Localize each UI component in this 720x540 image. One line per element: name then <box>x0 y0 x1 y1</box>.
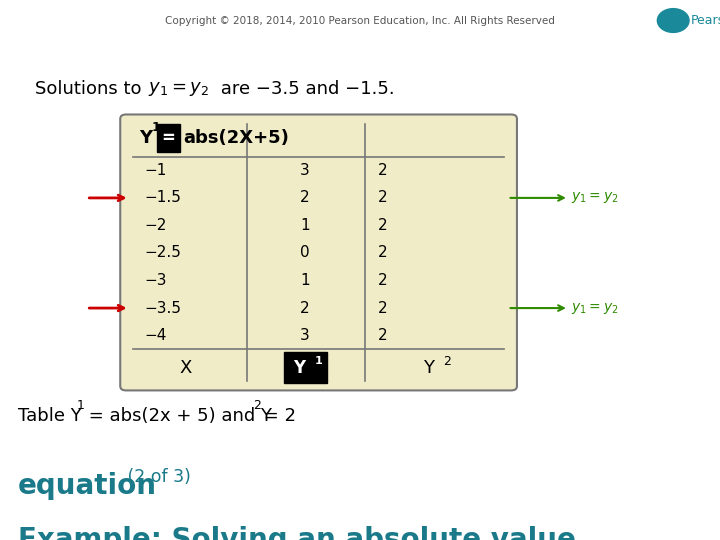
Text: −3.5: −3.5 <box>144 301 181 315</box>
Text: −1.5: −1.5 <box>144 191 181 205</box>
Text: Solutions to: Solutions to <box>35 80 147 98</box>
Text: Y: Y <box>139 129 152 147</box>
Text: = 2: = 2 <box>258 407 296 424</box>
Text: 1: 1 <box>300 273 310 288</box>
Text: 3: 3 <box>300 328 310 343</box>
Text: 2: 2 <box>378 246 387 260</box>
Text: −1: −1 <box>144 163 166 178</box>
Text: 2: 2 <box>378 301 387 315</box>
Text: 2: 2 <box>378 163 387 178</box>
Text: Pearson: Pearson <box>691 14 720 27</box>
Text: 0: 0 <box>300 246 310 260</box>
Text: =: = <box>161 129 176 147</box>
Text: 2: 2 <box>444 355 451 368</box>
Text: $y_1 = y_2$: $y_1 = y_2$ <box>148 80 210 98</box>
Text: = abs(2x + 5) and Y: = abs(2x + 5) and Y <box>83 407 272 424</box>
Text: Table Y: Table Y <box>18 407 82 424</box>
FancyBboxPatch shape <box>120 114 517 390</box>
Text: −4: −4 <box>144 328 166 343</box>
Text: $y_1 = y_2$: $y_1 = y_2$ <box>571 301 618 315</box>
Text: 2: 2 <box>378 273 387 288</box>
Text: p: p <box>669 14 678 27</box>
Text: 2: 2 <box>378 191 387 205</box>
Text: 2: 2 <box>300 191 310 205</box>
Text: equation: equation <box>18 472 157 501</box>
Text: 1: 1 <box>314 356 322 366</box>
Text: −2.5: −2.5 <box>144 246 181 260</box>
Text: Y: Y <box>293 359 305 377</box>
Text: X: X <box>179 359 192 377</box>
Text: −2: −2 <box>144 218 166 233</box>
Text: are −3.5 and −1.5.: are −3.5 and −1.5. <box>215 80 395 98</box>
Text: Y: Y <box>423 359 434 377</box>
FancyBboxPatch shape <box>284 352 327 383</box>
Text: Copyright © 2018, 2014, 2010 Pearson Education, Inc. All Rights Reserved: Copyright © 2018, 2014, 2010 Pearson Edu… <box>165 16 555 25</box>
Text: 3: 3 <box>300 163 310 178</box>
Text: (2 of 3): (2 of 3) <box>122 468 192 486</box>
Text: 2: 2 <box>300 301 310 315</box>
Text: 1: 1 <box>152 122 161 134</box>
Text: 2: 2 <box>378 218 387 233</box>
Text: −3: −3 <box>144 273 166 288</box>
Text: $y_1 = y_2$: $y_1 = y_2$ <box>571 191 618 205</box>
Circle shape <box>657 9 689 32</box>
Text: Example: Solving an absolute value: Example: Solving an absolute value <box>18 526 576 540</box>
FancyBboxPatch shape <box>157 124 180 152</box>
Text: abs(2X+5): abs(2X+5) <box>183 129 289 147</box>
Text: 2: 2 <box>378 328 387 343</box>
Text: 2: 2 <box>253 399 261 412</box>
Text: 1: 1 <box>77 399 85 412</box>
Text: 1: 1 <box>300 218 310 233</box>
